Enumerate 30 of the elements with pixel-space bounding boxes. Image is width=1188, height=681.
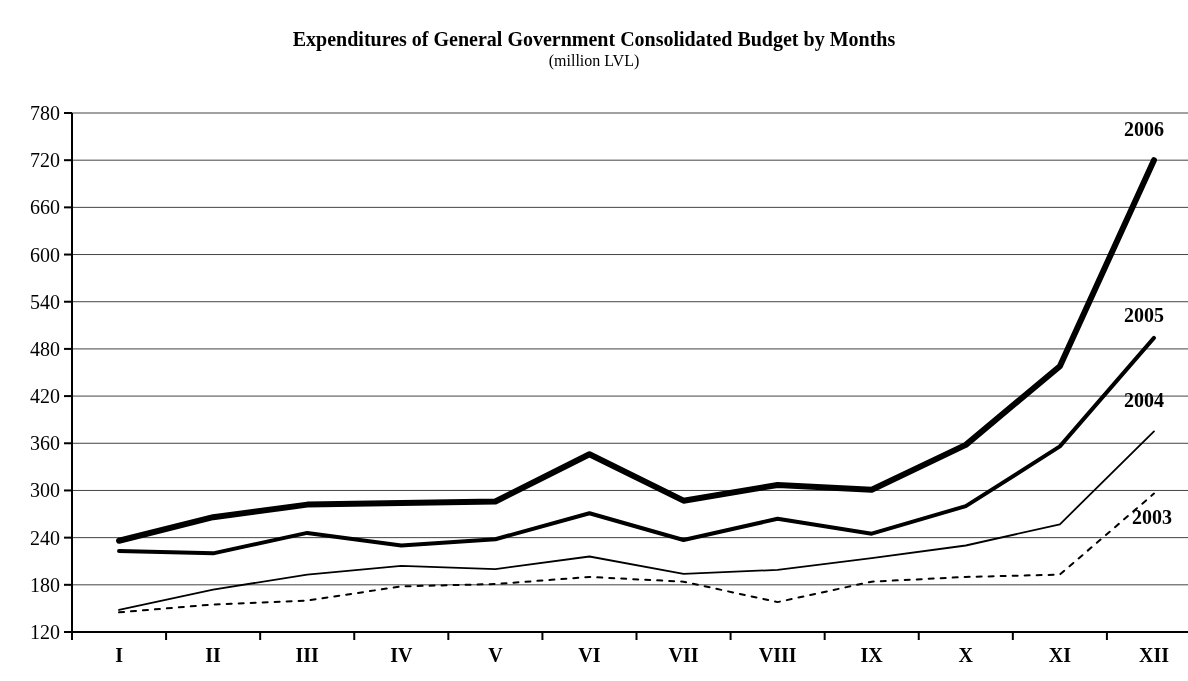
chart-subtitle: (million LVL) [548, 52, 640, 70]
x-tick-label: III [295, 644, 320, 666]
y-tick-label: 540 [30, 290, 60, 313]
x-tick-label: I [115, 644, 124, 666]
x-tick-label: V [488, 644, 504, 666]
series-label: 2006 [1123, 118, 1164, 141]
y-tick-label: 120 [30, 621, 60, 643]
series-label: 2005 [1123, 303, 1164, 326]
y-tick-label: 480 [30, 337, 60, 360]
x-tick-label: VIII [758, 644, 797, 666]
y-tick-label: 360 [30, 432, 60, 455]
chart-title: Expenditures of General Government Consolidated Budget by Months [292, 28, 896, 51]
y-tick-label: 720 [30, 149, 60, 172]
x-tick-label: XI [1048, 644, 1072, 666]
x-tick-label: VII [668, 644, 699, 666]
y-tick-label: 780 [30, 102, 60, 124]
y-tick-label: 300 [30, 479, 60, 502]
series-label: 2004 [1123, 389, 1164, 412]
x-tick-label: II [205, 644, 222, 666]
series-label: 2003 [1131, 505, 1172, 528]
x-tick-label: XII [1138, 644, 1170, 666]
y-tick-label: 600 [30, 243, 60, 266]
x-tick-label: IV [390, 644, 413, 666]
x-tick-label: IX [860, 644, 884, 666]
y-tick-label: 660 [30, 196, 60, 219]
y-tick-label: 420 [30, 385, 60, 408]
x-tick-label: X [958, 644, 974, 666]
x-tick-label: VI [578, 644, 601, 666]
y-tick-label: 180 [30, 573, 60, 596]
y-tick-label: 240 [30, 526, 60, 549]
